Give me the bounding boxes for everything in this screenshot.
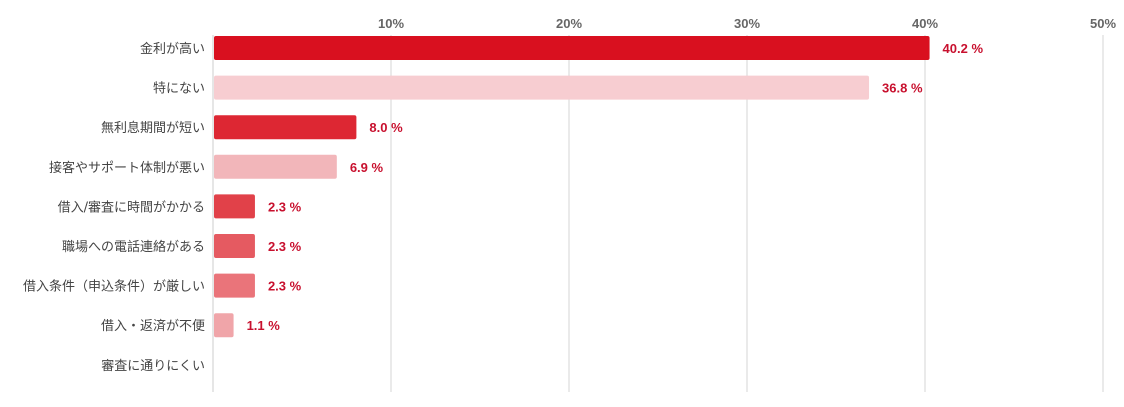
data-labels: 40.2 % 36.8 % 8.0 % 6.9 % 2.3 % 2.3 % 2.3 % 1.1…: [247, 41, 984, 333]
data-label: 6.9 %: [350, 160, 384, 175]
data-label: 2.3 %: [268, 239, 302, 254]
x-tick-label: 30%: [734, 16, 760, 31]
bar: [214, 313, 234, 338]
bar: [214, 154, 337, 179]
x-tick-label: 50%: [1090, 16, 1116, 31]
data-label: 40.2 %: [943, 41, 984, 56]
x-axis-ticks: 10% 20% 30% 40% 50%: [378, 16, 1116, 31]
category-label: 特にない: [153, 82, 205, 97]
x-tick-label: 10%: [378, 16, 404, 31]
category-label: 借入/審査に時間がかかる: [58, 200, 205, 215]
category-label: 金利が高い: [140, 41, 205, 57]
category-label: 借入条件（申込条件）が厳しい: [23, 279, 205, 295]
bar: [214, 234, 255, 258]
category-label: 借入・返済が不便: [101, 318, 205, 334]
data-label: 2.3 %: [268, 279, 302, 294]
category-label: 職場への電話連絡がある: [62, 239, 205, 255]
bar: [214, 194, 255, 219]
data-label: 8.0 %: [369, 120, 403, 135]
category-labels: 金利が高い特にない無利息期間が短い接客やサポート体制が悪い借入/審査に時間がかか…: [23, 41, 205, 374]
x-tick-label: 20%: [556, 16, 582, 31]
category-label: 審査に通りにくい: [101, 359, 205, 374]
data-label: 36.8 %: [882, 81, 923, 96]
bar: [214, 75, 870, 100]
bar: [214, 115, 357, 140]
bars: [214, 36, 930, 338]
bar: [214, 273, 255, 298]
category-label: 接客やサポート体制が悪い: [49, 160, 205, 176]
x-tick-label: 40%: [912, 16, 938, 31]
data-label: 1.1 %: [247, 318, 281, 333]
data-label: 2.3 %: [268, 199, 302, 214]
category-label: 無利息期間が短い: [101, 120, 205, 136]
bar: [214, 36, 930, 60]
